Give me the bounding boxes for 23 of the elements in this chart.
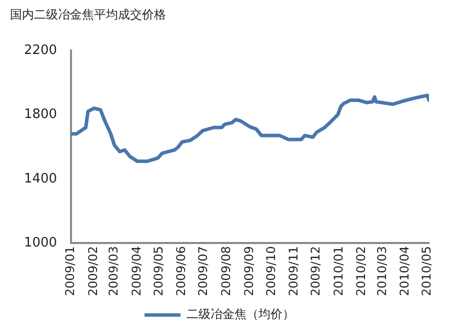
y-tick-label: 1400 [24, 171, 58, 186]
x-tick-label: 2009/10 [264, 246, 278, 296]
x-tick-label: 2010/05 [420, 246, 434, 296]
x-tick-label: 2009/02 [86, 246, 100, 296]
x-tick-label: 2009/03 [106, 246, 121, 296]
chart-title: 国内二级冶金焦平均成交价格 [10, 7, 166, 22]
x-tick-label: 2009/04 [129, 246, 144, 296]
x-tick-label: 2010/02 [354, 246, 368, 296]
x-tick-label: 2009/11 [286, 246, 301, 296]
x-tick-label: 2010/03 [374, 246, 389, 296]
y-tick-label: 1800 [24, 107, 58, 122]
x-tick-label: 2009/06 [174, 246, 188, 296]
x-tick-label: 2010/04 [398, 246, 412, 296]
x-tick-label: 2009/08 [219, 246, 234, 296]
x-tick-label: 2009/07 [196, 246, 210, 296]
legend-label: 二级冶金焦（均价） [186, 307, 294, 322]
x-tick-label: 2010/01 [331, 246, 346, 296]
y-tick-label: 2200 [24, 42, 58, 58]
x-tick-label: 2009/05 [151, 246, 166, 296]
x-tick-label: 2009/09 [242, 246, 256, 296]
x-tick-label: 2009/12 [308, 246, 323, 296]
x-tick-label: 2009/01 [63, 246, 78, 296]
y-tick-label: 1000 [24, 236, 58, 251]
